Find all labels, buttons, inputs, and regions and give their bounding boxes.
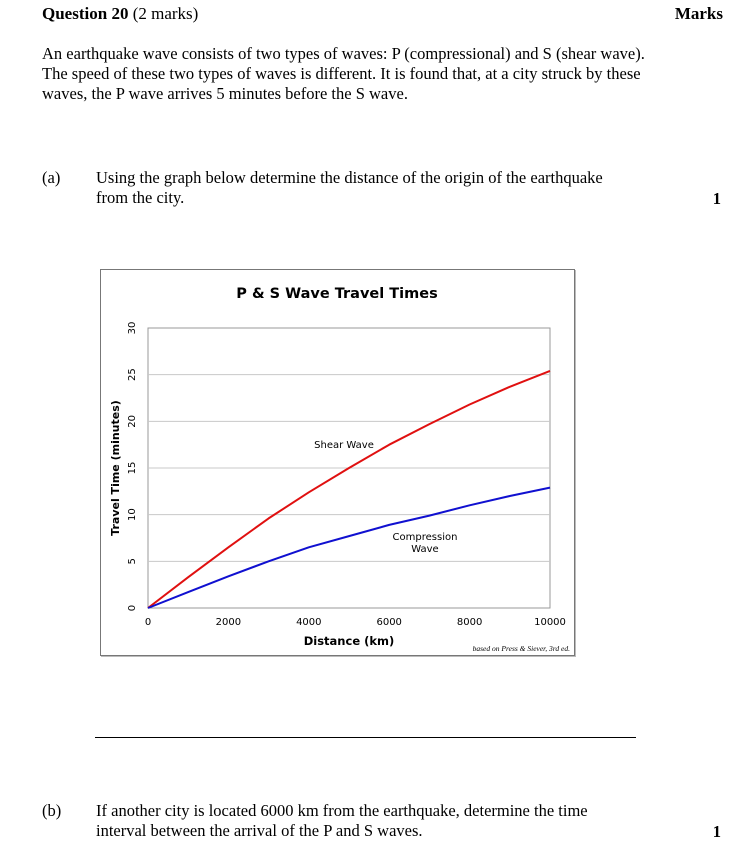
chart-frame: P & S Wave Travel Times 0 5 10 15 20 25 30 0 20… [100, 269, 575, 656]
part-a-label: (a) [42, 168, 61, 187]
compression-wave-line [147, 486, 551, 609]
y-tick-label: 15 [127, 462, 138, 475]
y-tick-label: 5 [127, 558, 138, 564]
y-axis-label: Travel Time (minutes) [109, 400, 122, 536]
x-axis-label: Distance (km) [304, 634, 395, 648]
question-marks-text: (2 marks) [132, 4, 199, 23]
question-label: Question [42, 4, 108, 23]
question-title: Question 20 (2 marks) [42, 4, 198, 24]
question-intro: An earthquake wave consists of two types… [42, 44, 645, 103]
compression-wave-label-line1: Compression [393, 532, 458, 543]
question-number: 20 [111, 4, 129, 23]
compression-wave-label-line2: Wave [411, 544, 438, 555]
y-tick-label: 25 [127, 368, 138, 381]
marks-column-header: Marks [674, 4, 723, 23]
x-tick-label: 2000 [216, 617, 241, 628]
y-tick-label: 20 [127, 415, 138, 428]
y-tick-label: 0 [127, 605, 138, 611]
part-b-label: (b) [42, 801, 62, 820]
y-tick-label: 30 [127, 322, 138, 335]
x-tick-label: 10000 [534, 617, 566, 628]
x-tick-label: 6000 [376, 617, 401, 628]
series-lines [147, 369, 551, 609]
x-tick-labels: 0 2000 4000 6000 8000 10000 [145, 617, 566, 628]
part-a-text: Using the graph below determine the dist… [96, 168, 603, 207]
travel-time-chart: P & S Wave Travel Times 0 5 10 15 20 25 30 0 20… [109, 286, 570, 653]
shear-wave-line [147, 369, 551, 609]
x-tick-label: 4000 [296, 617, 321, 628]
answer-line [95, 737, 636, 738]
part-b-marks: 1 [712, 822, 721, 841]
part-a-marks: 1 [712, 189, 721, 208]
x-tick-label: 8000 [457, 617, 482, 628]
y-tick-label: 10 [127, 508, 138, 521]
x-tick-label: 0 [145, 617, 151, 628]
source-note: based on Press & Siever, 3rd ed. [473, 644, 570, 653]
grid-lines [148, 374, 550, 562]
y-tick-labels: 0 5 10 15 20 25 30 [127, 322, 138, 612]
shear-wave-label: Shear Wave [314, 440, 374, 451]
chart-title: P & S Wave Travel Times [236, 286, 437, 302]
part-b-text: If another city is located 6000 km from … [96, 801, 588, 840]
